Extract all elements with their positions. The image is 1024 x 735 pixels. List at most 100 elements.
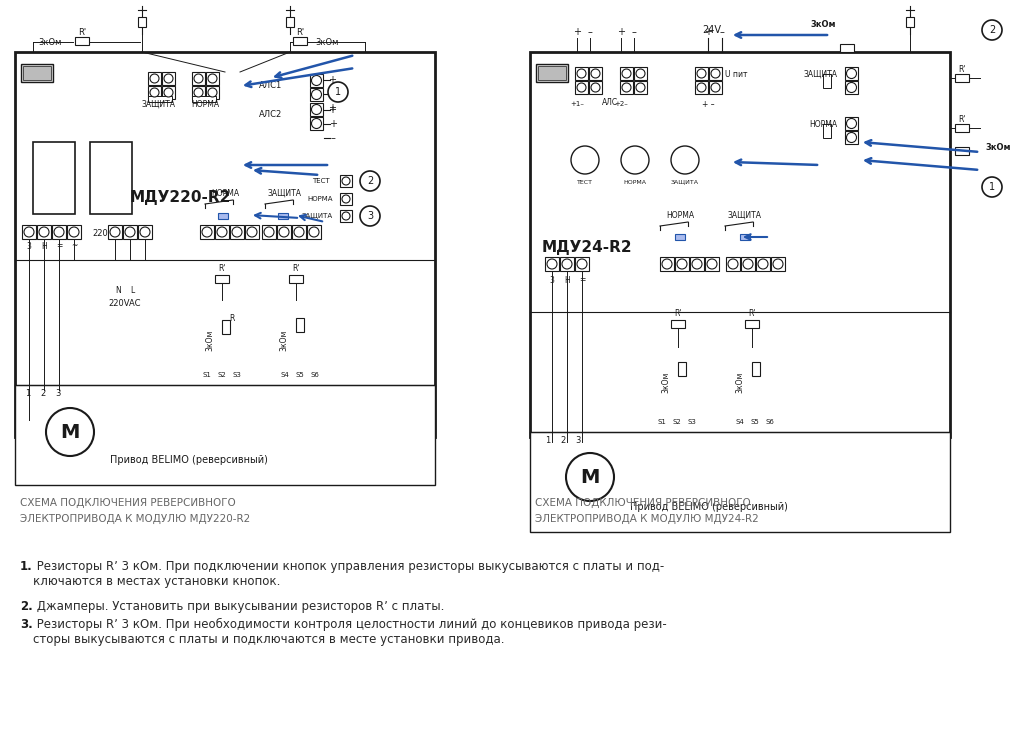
- Text: 3.: 3.: [20, 618, 33, 631]
- Bar: [90, 142, 132, 214]
- Bar: [22, 225, 36, 239]
- Circle shape: [294, 227, 304, 237]
- Text: 1.: 1.: [20, 560, 33, 573]
- Bar: [310, 117, 323, 130]
- Text: ЭЛЕКТРОПРИВОДА К МОДУЛЮ МДУ24-R2: ЭЛЕКТРОПРИВОДА К МОДУЛЮ МДУ24-R2: [535, 514, 759, 524]
- Text: S5: S5: [296, 372, 304, 378]
- Text: +: +: [705, 27, 712, 37]
- Bar: [560, 257, 574, 271]
- Text: 24V: 24V: [702, 25, 722, 35]
- Bar: [756, 257, 770, 271]
- Circle shape: [309, 227, 319, 237]
- Circle shape: [194, 74, 203, 83]
- Bar: [307, 225, 321, 239]
- Text: СХЕМА ПОДКЛЮЧЕНИЯ РЕВЕРСИВНОГО: СХЕМА ПОДКЛЮЧЕНИЯ РЕВЕРСИВНОГО: [20, 498, 236, 508]
- Text: Джамперы. Установить при выкусывании резисторов Rʼ с платы.: Джамперы. Установить при выкусывании рез…: [33, 600, 444, 613]
- Text: МДУ24-R2: МДУ24-R2: [542, 240, 633, 254]
- Text: S6: S6: [766, 419, 774, 425]
- Circle shape: [662, 259, 672, 269]
- Bar: [215, 275, 229, 283]
- Bar: [575, 67, 588, 80]
- Bar: [536, 64, 568, 82]
- Text: +: +: [328, 105, 336, 115]
- Bar: [286, 17, 294, 27]
- Bar: [22, 64, 53, 82]
- Text: +2–: +2–: [614, 101, 628, 107]
- Circle shape: [232, 227, 242, 237]
- Bar: [823, 74, 831, 88]
- Text: 3кОм: 3кОм: [315, 37, 338, 46]
- Circle shape: [692, 259, 702, 269]
- Circle shape: [217, 227, 227, 237]
- Bar: [108, 225, 122, 239]
- Text: R': R': [958, 115, 966, 123]
- Bar: [538, 66, 566, 80]
- Text: –: –: [588, 27, 593, 37]
- Bar: [148, 86, 161, 99]
- Text: 1: 1: [546, 436, 551, 445]
- Text: АЛС1: АЛС1: [259, 81, 282, 90]
- Circle shape: [150, 74, 159, 83]
- Circle shape: [636, 83, 645, 92]
- Text: ТЕСТ: ТЕСТ: [312, 178, 330, 184]
- Text: 1: 1: [26, 389, 31, 398]
- Bar: [37, 225, 51, 239]
- Text: Привод BELIMO (реверсивный): Привод BELIMO (реверсивный): [630, 502, 787, 512]
- Bar: [634, 81, 647, 94]
- Circle shape: [571, 146, 599, 174]
- Text: 3кОм: 3кОм: [985, 143, 1011, 151]
- Circle shape: [39, 227, 49, 237]
- Text: –: –: [632, 27, 637, 37]
- Bar: [678, 362, 686, 376]
- Text: S6: S6: [310, 372, 319, 378]
- Text: S4: S4: [735, 419, 744, 425]
- Bar: [955, 74, 969, 82]
- Bar: [310, 88, 323, 101]
- Bar: [262, 225, 276, 239]
- Text: 3кОм: 3кОм: [38, 37, 61, 46]
- Circle shape: [621, 146, 649, 174]
- Text: S3: S3: [232, 372, 242, 378]
- Bar: [206, 72, 219, 85]
- Text: 2: 2: [560, 436, 565, 445]
- Circle shape: [360, 206, 380, 226]
- Bar: [200, 225, 214, 239]
- Circle shape: [697, 69, 706, 78]
- Bar: [589, 67, 602, 80]
- Text: ЗАЩИТА: ЗАЩИТА: [142, 99, 176, 109]
- Text: МДУ220-R2: МДУ220-R2: [130, 190, 231, 204]
- Circle shape: [847, 82, 856, 93]
- Circle shape: [208, 88, 217, 97]
- Text: 2: 2: [40, 389, 46, 398]
- Bar: [575, 81, 588, 94]
- Circle shape: [202, 227, 212, 237]
- Text: =: =: [579, 276, 585, 284]
- Circle shape: [328, 82, 348, 102]
- Text: ЗАЩИТА: ЗАЩИТА: [302, 213, 333, 219]
- Circle shape: [264, 227, 274, 237]
- Bar: [193, 96, 216, 102]
- Bar: [575, 257, 589, 271]
- Bar: [289, 275, 303, 283]
- Bar: [215, 225, 229, 239]
- Circle shape: [24, 227, 34, 237]
- Text: 3кОм: 3кОм: [206, 329, 214, 351]
- Text: Резисторы Rʼ 3 кОм. При необходимости контроля целостности линий до концевиков п: Резисторы Rʼ 3 кОм. При необходимости ко…: [33, 618, 667, 646]
- Text: 3кОм: 3кОм: [662, 371, 671, 392]
- Bar: [840, 44, 854, 52]
- Bar: [845, 131, 858, 144]
- Bar: [906, 17, 914, 27]
- Bar: [293, 37, 307, 45]
- Bar: [745, 320, 759, 328]
- Text: 3кОм: 3кОм: [810, 20, 836, 29]
- Bar: [52, 225, 66, 239]
- Bar: [23, 66, 51, 80]
- Bar: [705, 257, 719, 271]
- Text: ЗАЩИТА: ЗАЩИТА: [268, 188, 302, 198]
- Circle shape: [577, 83, 586, 92]
- Text: +: +: [329, 119, 337, 129]
- Text: R': R': [958, 65, 966, 74]
- Bar: [218, 213, 228, 219]
- Bar: [955, 147, 969, 155]
- Circle shape: [591, 69, 600, 78]
